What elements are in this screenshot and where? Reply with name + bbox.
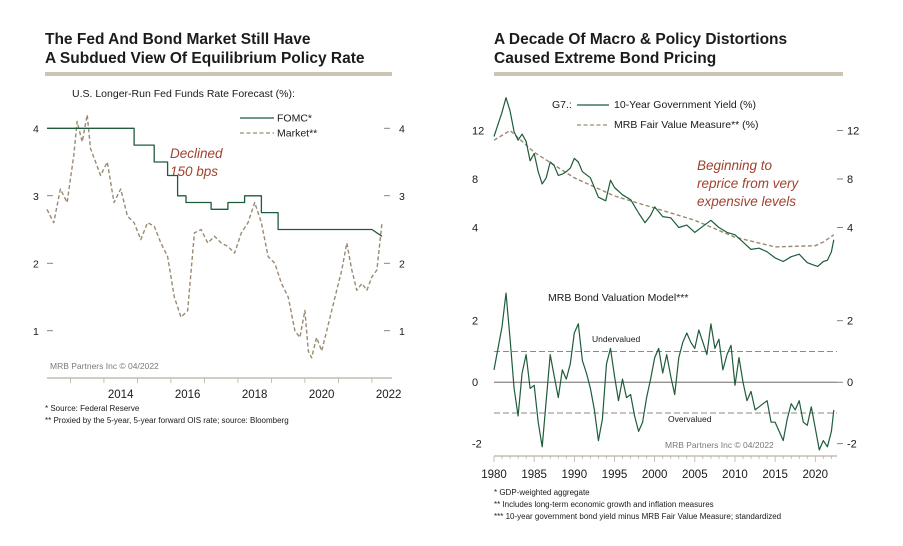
left-footnote-1: * Source: Federal Reserve [45, 404, 140, 413]
right-title-line1: A Decade Of Macro & Policy Distortions [494, 31, 788, 48]
left-series-market [46, 114, 383, 359]
right-footnote-3: *** 10-year government bond yield minus … [494, 512, 781, 521]
right-bottom-y-tick-label-right: 0 [847, 377, 853, 389]
left-legend-fomc-label: FOMC* [277, 113, 312, 125]
left-x-tick-label: 2022 [376, 389, 402, 401]
left-watermark: MRB Partners Inc © 04/2022 [50, 361, 159, 371]
right-top-y-tick-label: 8 [472, 174, 478, 186]
right-top-chart: 4 4 8 8 12 12 [472, 97, 859, 267]
right-title-line2: Caused Extreme Bond Pricing [494, 50, 717, 67]
right-top-y-tick-label: 12 [472, 125, 484, 137]
left-series-fomc [47, 127, 383, 237]
left-title-rule [45, 72, 392, 76]
left-chart: 1 1 2 2 3 3 4 4 2014 2016 2018 2020 2022 [33, 114, 405, 401]
left-x-tick-label: 2018 [242, 389, 268, 401]
right-legend-yield-label: 10-Year Government Yield (%) [614, 99, 756, 111]
right-top-series-fairvalue [493, 129, 835, 248]
left-panel-title: The Fed And Bond Market Still Have A Sub… [45, 30, 365, 68]
right-x-tick-label: 1980 [481, 469, 507, 481]
left-y-tick-label: 1 [33, 326, 39, 338]
right-bottom-y-tick-label: -2 [472, 439, 482, 451]
left-y-tick-label: 3 [33, 191, 39, 203]
right-bottom-y-tick-label: 0 [472, 377, 478, 389]
right-top-y-tick-label-right: 4 [847, 223, 853, 235]
right-top-y-tick-label-right: 8 [847, 174, 853, 186]
right-panel-title: A Decade Of Macro & Policy Distortions C… [494, 30, 787, 68]
overvalued-label: Overvalued [668, 414, 712, 424]
left-y-tick-label: 2 [33, 258, 39, 270]
right-annotation-line2: reprice from very [697, 176, 800, 191]
left-chart-subtitle: U.S. Longer-Run Fed Funds Rate Forecast … [72, 88, 295, 100]
right-footnote-1: * GDP-weighted aggregate [494, 488, 590, 497]
right-x-tick-label: 2000 [642, 469, 668, 481]
left-legend-market-label: Market** [277, 128, 317, 140]
right-watermark: MRB Partners Inc © 04/2022 [665, 440, 774, 450]
undervalued-label: Undervalued [592, 334, 640, 344]
right-top-series-yield [493, 97, 835, 267]
left-y-tick-label-right: 1 [399, 326, 405, 338]
left-annotation-line2: 150 bps [170, 164, 218, 179]
left-y-tick-label-right: 4 [399, 123, 405, 135]
left-x-tick-label: 2020 [309, 389, 335, 401]
right-bottom-chart: -2 -2 0 0 2 2 1980 1985 1990 1995 2000 2005 2010 2015… [472, 292, 857, 481]
right-x-tick-label: 2005 [682, 469, 708, 481]
right-annotation-line1: Beginning to [697, 158, 773, 173]
right-bottom-series-valuation [493, 292, 835, 451]
left-footnote-2: ** Proxied by the 5-year, 5-year forward… [45, 416, 289, 425]
right-x-tick-label: 2020 [803, 469, 829, 481]
right-bottom-y-tick-label: 2 [472, 316, 478, 328]
left-y-tick-label-right: 3 [399, 191, 405, 203]
left-x-tick-label: 2016 [175, 389, 201, 401]
right-x-tick-label: 1985 [521, 469, 547, 481]
right-x-tick-label: 1990 [562, 469, 588, 481]
left-y-tick-label-right: 2 [399, 258, 405, 270]
right-legend-fairvalue-label: MRB Fair Value Measure** (%) [614, 119, 759, 131]
right-top-y-tick-label: 4 [472, 223, 478, 235]
left-annotation-line1: Declined [170, 146, 223, 161]
left-title-line2: A Subdued View Of Equilibrium Policy Rat… [45, 50, 365, 67]
right-bottom-y-tick-label-right: -2 [847, 439, 857, 451]
right-legend-prefix: G7.: [552, 99, 572, 111]
right-x-tick-label: 1995 [602, 469, 628, 481]
right-bottom-subtitle: MRB Bond Valuation Model*** [548, 292, 688, 304]
right-annotation-line3: expensive levels [697, 194, 796, 209]
right-x-tick-label: 2010 [722, 469, 748, 481]
left-x-tick-label: 2014 [108, 389, 134, 401]
right-bottom-y-tick-label-right: 2 [847, 316, 853, 328]
left-y-tick-label: 4 [33, 123, 39, 135]
right-title-rule [494, 72, 843, 76]
right-x-tick-label: 2015 [762, 469, 788, 481]
right-top-y-tick-label-right: 12 [847, 125, 859, 137]
left-title-line1: The Fed And Bond Market Still Have [45, 31, 311, 48]
right-footnote-2: ** Includes long-term economic growth an… [494, 500, 714, 509]
